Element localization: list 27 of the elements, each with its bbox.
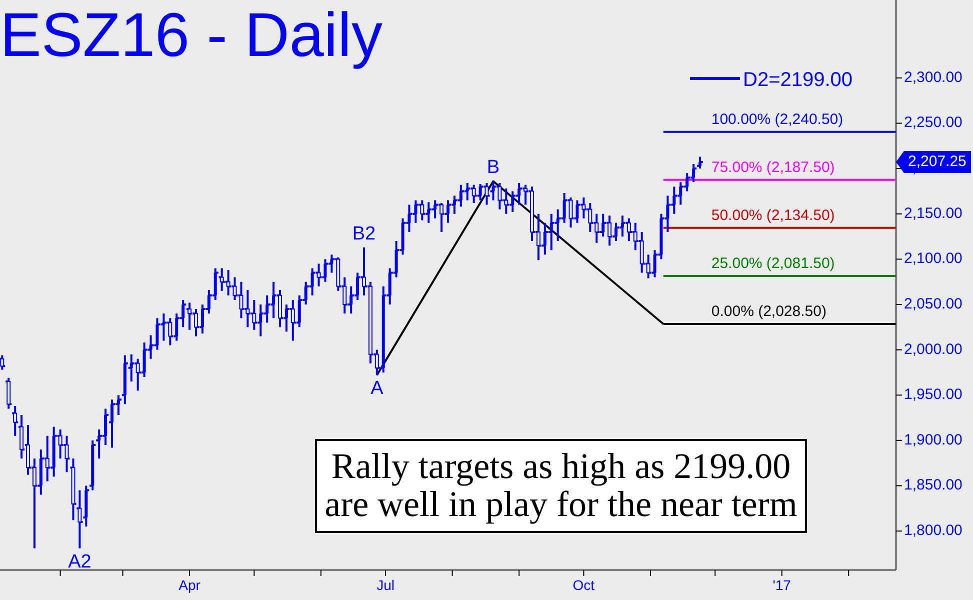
x-tick-label: '17 xyxy=(772,577,792,593)
y-tick-label: 2,250.00 xyxy=(904,114,962,132)
y-tick-label: 2,000.00 xyxy=(904,340,962,358)
ref-line-label: 50.00% (2,134.50) xyxy=(711,206,835,224)
ref-line-label: 25.00% (2,081.50) xyxy=(711,254,835,272)
y-tick-label: 1,950.00 xyxy=(904,386,962,404)
x-tick-label: Oct xyxy=(572,577,595,593)
ref-line-label: 0.00% (2,028.50) xyxy=(711,302,826,320)
y-tick-label: 2,100.00 xyxy=(904,250,962,268)
annotation: D2=2199.00 xyxy=(743,69,853,91)
y-tick-label: 2,150.00 xyxy=(904,204,962,222)
y-tick-label: 2,050.00 xyxy=(904,295,962,312)
x-tick-label: Apr xyxy=(178,577,201,593)
y-tick-label: 1,800.00 xyxy=(904,522,962,539)
y-tick-label: 1,900.00 xyxy=(904,431,962,448)
y-tick-label: 2,300.00 xyxy=(904,68,962,86)
x-tick-label: Jul xyxy=(376,577,394,593)
ref-line-label: 75.00% (2,187.50) xyxy=(711,158,835,176)
annotation: B2 xyxy=(352,223,376,244)
ref-line-label: 100.00% (2,240.50) xyxy=(711,110,844,128)
chart-title: ESZ16 - Daily xyxy=(0,1,382,70)
y-tick-label: 1,850.00 xyxy=(904,476,962,494)
annotation: B xyxy=(486,157,500,178)
annotation: A xyxy=(370,378,384,400)
annotation: Rally targets as high as 2199.00 are well in play for the near term xyxy=(324,446,798,524)
text: 2,207.25 xyxy=(908,152,966,170)
annotation: A2 xyxy=(68,551,92,572)
